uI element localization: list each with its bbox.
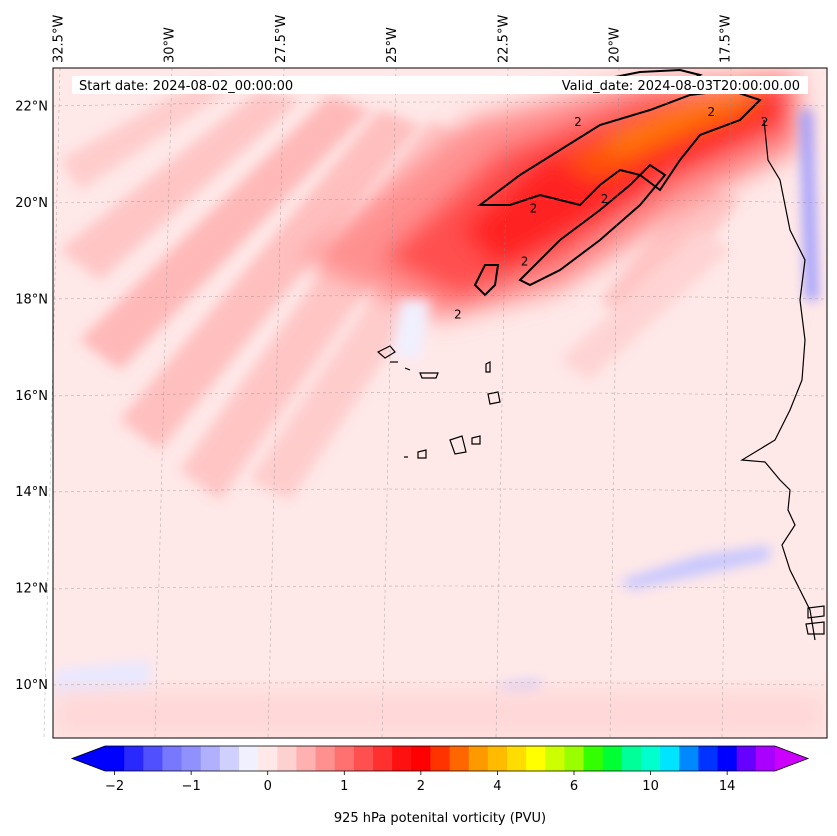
contour-label: 2 xyxy=(521,255,529,269)
colorbar-swatch xyxy=(373,746,393,771)
colorbar-swatch xyxy=(430,746,451,771)
colorbar-swatch xyxy=(641,746,661,771)
colorbar-swatch xyxy=(526,746,546,771)
colorbar-swatch xyxy=(258,746,278,771)
contour-labels: 2 2 2 2 2 2 2 xyxy=(454,105,769,321)
colorbar-tick-label: 4 xyxy=(493,779,501,794)
colorbar-tick-label: 1 xyxy=(340,779,348,794)
colorbar-ticks: −2 −1 0 1 2 4 6 10 14 xyxy=(105,771,735,794)
colorbar-swatch xyxy=(449,746,470,771)
colorbar-swatch xyxy=(602,746,623,771)
colorbar-swatch xyxy=(755,746,776,771)
colorbar-swatch xyxy=(487,746,508,771)
colorbar-swatch xyxy=(239,746,259,771)
colorbar-swatch xyxy=(219,746,240,771)
lon-tick-label: 27.5°W xyxy=(274,15,289,63)
colorbar-extend-low xyxy=(72,746,105,771)
colorbar-swatch xyxy=(679,746,699,771)
colorbar-tick-label: −1 xyxy=(182,779,201,794)
colorbar-swatch xyxy=(411,746,431,771)
colorbar-swatch xyxy=(296,746,317,771)
colorbar-swatch xyxy=(583,746,604,771)
lat-tick-label: 14°N xyxy=(15,485,48,500)
colorbar-swatch xyxy=(334,746,355,771)
colorbar-swatch xyxy=(105,746,125,771)
colorbar-extend-high xyxy=(775,746,808,771)
colorbar-swatch xyxy=(277,746,297,771)
lat-tick-label: 12°N xyxy=(15,582,48,597)
colorbar-swatch xyxy=(507,746,527,771)
lat-tick-label: 22°N xyxy=(15,100,48,115)
colorbar-swatch xyxy=(353,746,374,771)
colorbar-swatch xyxy=(315,746,336,771)
colorbar-tick-label: 14 xyxy=(719,779,736,794)
colorbar-swatch xyxy=(124,746,144,771)
colorbar-tick-label: −2 xyxy=(105,779,124,794)
valid-date-label: Valid_date: 2024-08-03T20:00:00.00 xyxy=(562,79,800,94)
lat-tick-label: 10°N xyxy=(15,678,48,693)
colorbar-tick-label: 10 xyxy=(642,779,659,794)
colorbar-swatch xyxy=(545,746,565,771)
colorbar-swatch xyxy=(736,746,757,771)
coastline xyxy=(376,119,825,641)
contour-label: 2 xyxy=(601,192,609,206)
contour-label: 2 xyxy=(708,105,716,119)
lon-tick-label: 30°W xyxy=(163,27,178,63)
colorbar xyxy=(70,745,810,772)
colorbar-swatch xyxy=(200,746,221,771)
contour-label: 2 xyxy=(530,202,538,216)
contour-label: 2 xyxy=(454,308,462,322)
colorbar-swatch xyxy=(143,746,163,771)
colorbar-swatch xyxy=(621,746,642,771)
lon-tick-label: 25°W xyxy=(385,27,400,63)
contour-label: 2 xyxy=(574,115,582,129)
colorbar-swatch xyxy=(162,746,183,771)
colorbar-swatch xyxy=(392,746,412,771)
lon-tick-label: 22.5°W xyxy=(496,15,511,63)
latitude-ticks: 22°N 20°N 18°N 16°N 14°N 12°N 10°N xyxy=(15,100,48,693)
lon-tick-label: 32.5°W xyxy=(51,15,66,63)
lon-tick-label: 20°W xyxy=(607,27,622,63)
colorbar-tick-label: 0 xyxy=(264,779,272,794)
lon-tick-label: 17.5°W xyxy=(719,15,734,63)
colorbar-outline xyxy=(70,745,810,772)
contour-label: 2 xyxy=(761,115,769,129)
longitude-ticks: 32.5°W 30°W 27.5°W 25°W 22.5°W 20°W 17.5°W xyxy=(51,15,733,63)
colorbar-swatch xyxy=(660,746,680,771)
colorbar-swatch xyxy=(698,746,719,771)
colorbar-swatch xyxy=(564,746,585,771)
colorbar-swatch xyxy=(468,746,489,771)
start-date-label: Start date: 2024-08-02_00:00:00 xyxy=(79,79,293,94)
colorbar-swatch xyxy=(181,746,202,771)
graticule xyxy=(43,67,828,739)
colorbar-label: 925 hPa potenital vorticity (PVU) xyxy=(334,811,546,826)
lat-tick-label: 20°N xyxy=(15,196,48,211)
lat-tick-label: 16°N xyxy=(15,389,48,404)
colorbar-swatch xyxy=(717,746,738,771)
colorbar-tick-label: 2 xyxy=(417,779,425,794)
pv-field xyxy=(53,68,827,738)
lat-tick-label: 18°N xyxy=(15,292,48,307)
colorbar-tick-label: 6 xyxy=(570,779,578,794)
